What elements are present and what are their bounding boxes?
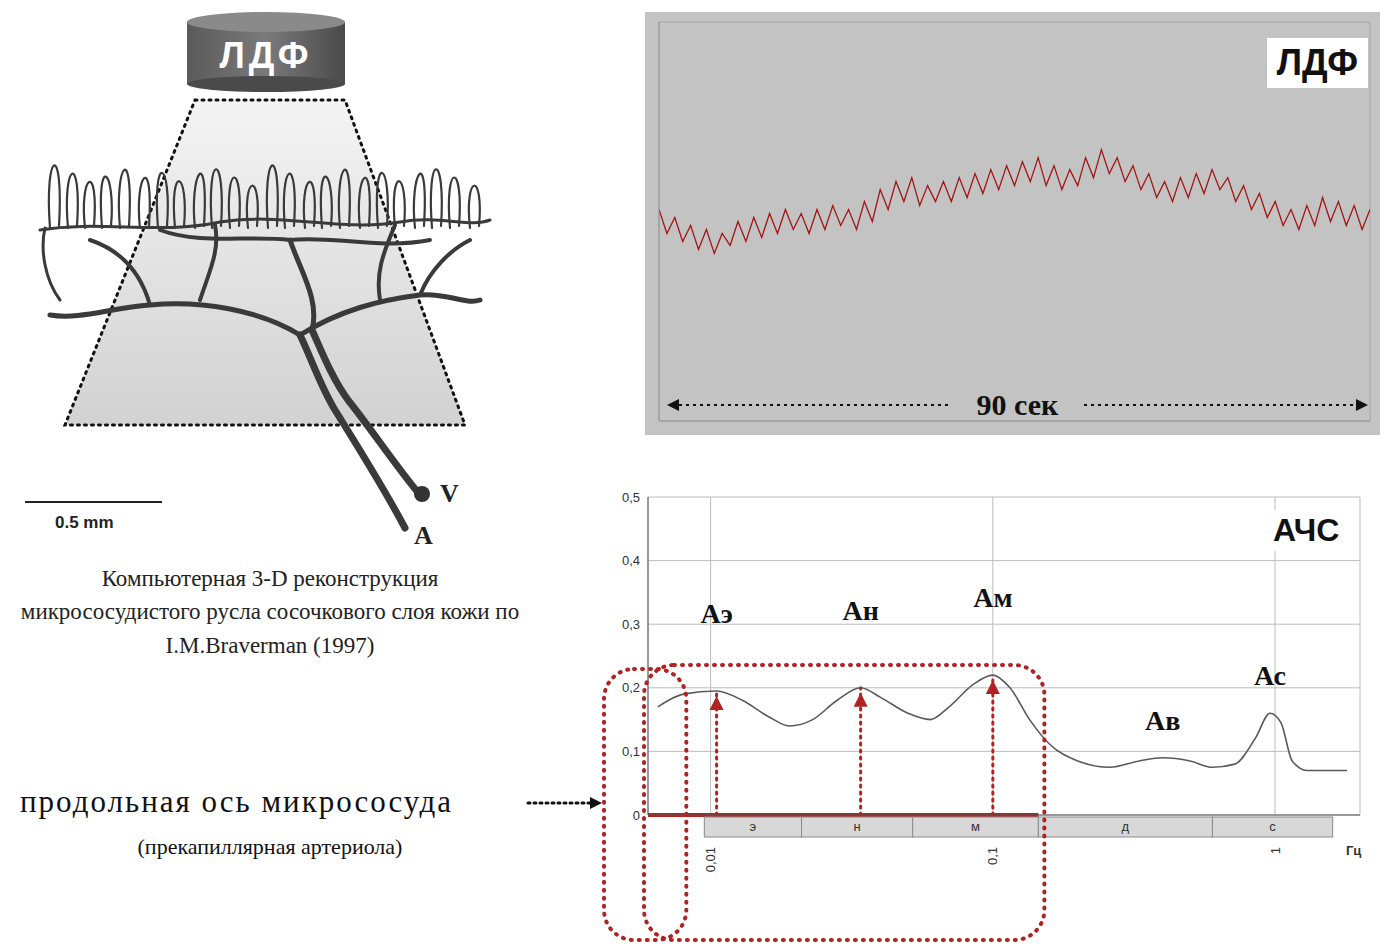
html-text:Компьютерная 3-D реконструкция: Компьютерная 3-D реконструкция микрососу… — [20, 566, 520, 658]
html-text:Гц: Гц — [1346, 843, 1362, 858]
html-text:продольная ось микрососуда: продольная ось микрососуда — [20, 784, 453, 819]
svg-text:V: V — [440, 479, 459, 508]
svg-text:0,5: 0,5 — [622, 490, 640, 505]
svg-text:Ан: Ан — [842, 595, 878, 626]
svg-text:м: м — [971, 819, 980, 834]
svg-text:A: A — [414, 521, 433, 550]
svg-text:э: э — [750, 819, 757, 834]
svg-text:д: д — [1122, 819, 1130, 834]
svg-text:с: с — [1269, 819, 1276, 834]
svg-text:0,4: 0,4 — [622, 553, 640, 568]
svg-text:0.5 mm: 0.5 mm — [55, 513, 114, 532]
svg-text:0,3: 0,3 — [622, 617, 640, 632]
svg-text:0,1: 0,1 — [622, 744, 640, 759]
svg-text:н: н — [854, 819, 861, 834]
svg-text:0,1: 0,1 — [985, 847, 1000, 865]
svg-text:Ав: Ав — [1145, 705, 1180, 736]
svg-text:Ам: Ам — [973, 582, 1012, 613]
svg-text:0: 0 — [633, 808, 640, 823]
html-text:АЧС: АЧС — [1273, 512, 1340, 548]
svg-text:0,2: 0,2 — [622, 680, 640, 695]
svg-text:1: 1 — [1268, 847, 1283, 854]
html-text:90 сек: 90 сек — [976, 388, 1059, 421]
svg-text:Ас: Ас — [1254, 660, 1286, 691]
html-text:(прекапиллярная артериола): (прекапиллярная артериола) — [137, 834, 403, 859]
svg-text:ЛДФ: ЛДФ — [219, 35, 312, 76]
svg-text:0,01: 0,01 — [703, 847, 718, 872]
svg-text:Аэ: Аэ — [700, 598, 732, 629]
html-text:ЛДФ: ЛДФ — [1276, 42, 1358, 83]
